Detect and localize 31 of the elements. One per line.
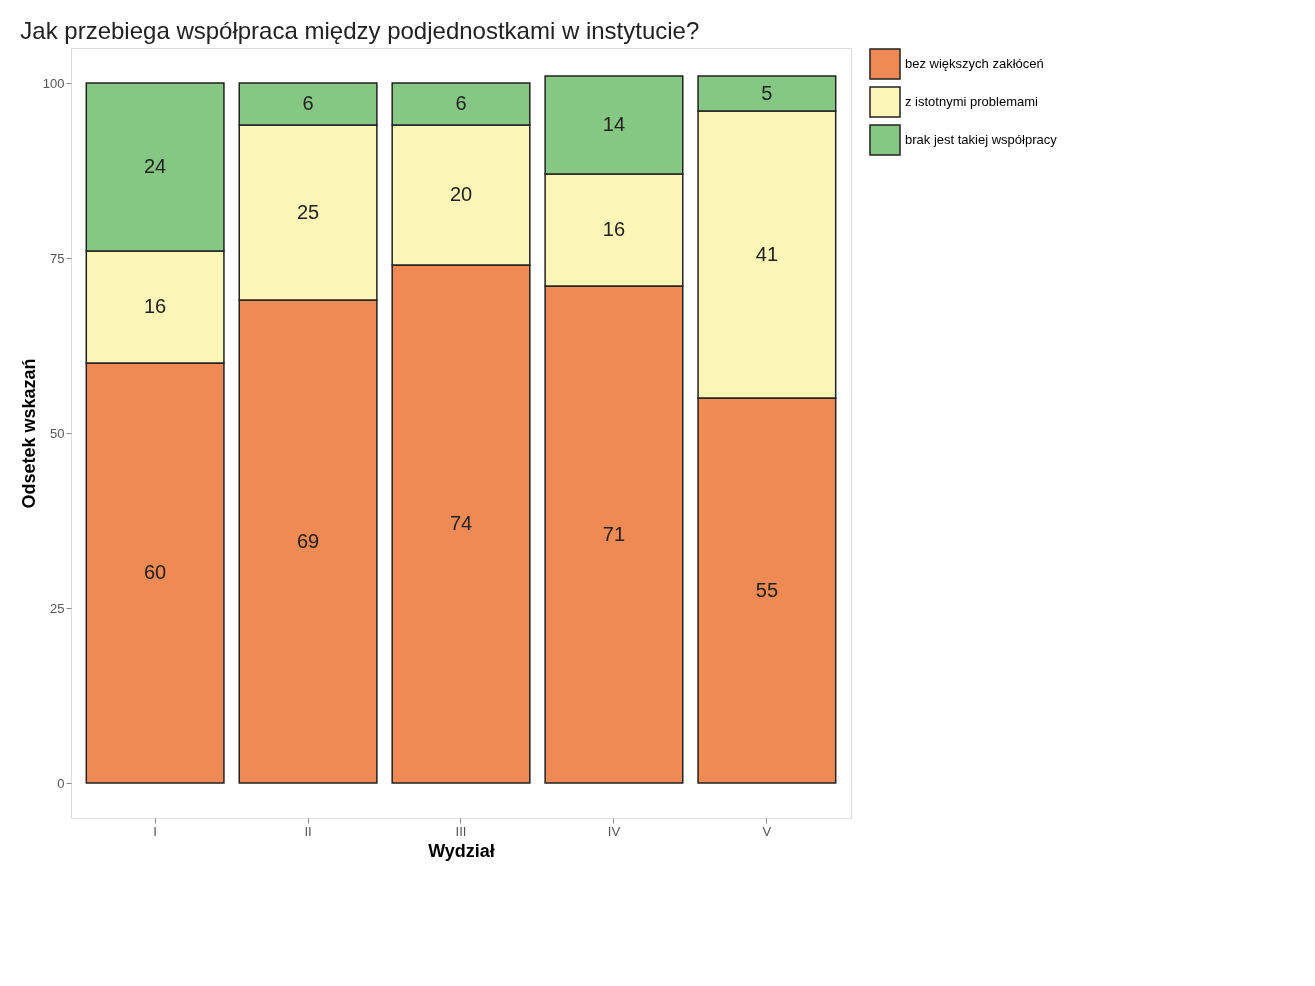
y-axis-title: Odsetek wskazań <box>18 358 39 509</box>
x-tick-label: I <box>153 823 157 839</box>
data-label: 41 <box>755 242 779 265</box>
y-tick-label: 0 <box>57 775 65 791</box>
x-tick-label: III <box>455 823 467 839</box>
data-label: 5 <box>761 81 773 104</box>
data-label: 16 <box>143 295 167 317</box>
data-label: 25 <box>296 200 320 223</box>
legend-label: z istotnymi problemami <box>905 94 1039 109</box>
data-label: 55 <box>755 578 779 601</box>
data-label: 74 <box>449 512 473 534</box>
data-label: 6 <box>455 92 467 114</box>
chart-title: Jak przebiega współpraca między podjednostkami w instytucie? <box>20 17 700 44</box>
x-tick-label: IV <box>607 823 621 839</box>
legend-label: bez większych zakłóceń <box>905 56 1044 71</box>
data-label: 69 <box>296 529 320 552</box>
y-tick-label: 100 <box>42 75 65 91</box>
data-label: 6 <box>302 92 314 114</box>
y-tick-label: 50 <box>50 425 65 441</box>
data-label: 14 <box>602 113 626 135</box>
legend-label: brak jest takiej współpracy <box>905 132 1058 147</box>
data-label: 60 <box>143 561 167 583</box>
x-tick-label: V <box>762 823 772 839</box>
y-tick-label: 25 <box>50 600 65 616</box>
x-axis-title: Wydział <box>428 840 495 861</box>
data-label: 16 <box>602 218 626 240</box>
x-tick-label: II <box>304 823 312 839</box>
data-label: 71 <box>602 522 626 545</box>
data-label: 24 <box>143 155 167 177</box>
y-tick-label: 75 <box>50 250 65 266</box>
data-label: 20 <box>449 183 473 205</box>
